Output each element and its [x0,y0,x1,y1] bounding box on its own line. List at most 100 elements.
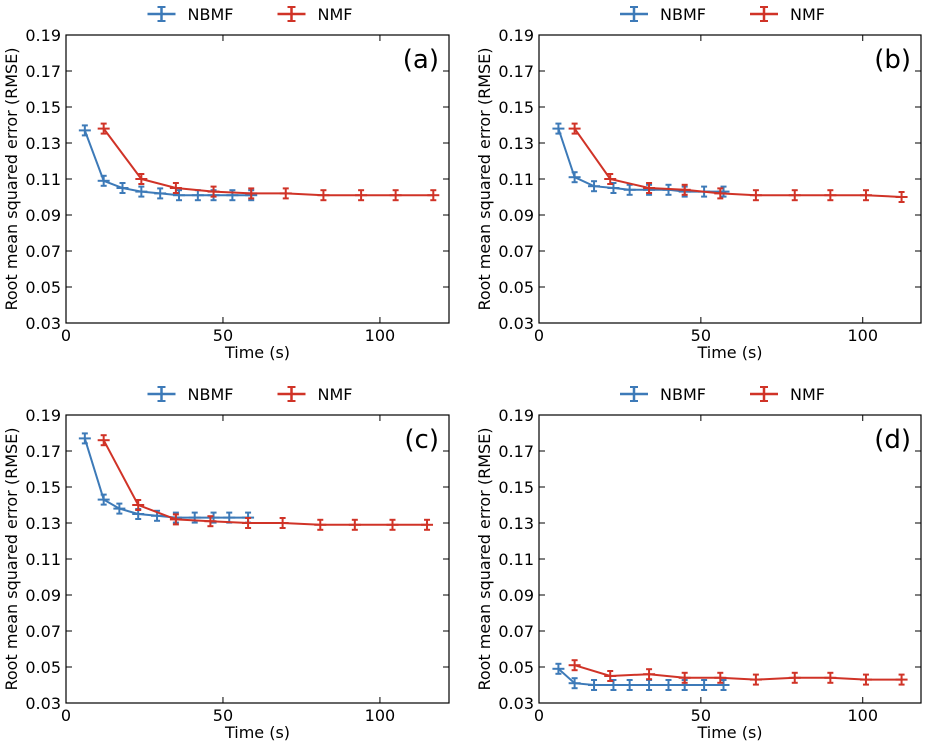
legend-label: NBMF [660,5,706,24]
nmf-point [97,434,110,447]
panel-label: (c) [404,425,439,455]
nmf-point [169,513,182,526]
nmf-point [421,518,434,531]
nmf-point [317,189,330,202]
y-tick-label: 0.17 [498,62,534,81]
x-tick-label: 100 [847,326,878,345]
nmf-point [568,122,581,135]
x-tick-label: 50 [691,326,711,345]
x-tick-label: 0 [534,706,544,725]
nmf-point [386,518,399,531]
nbmf-point [113,502,126,515]
nmf-line [573,128,902,198]
nmf-point [568,659,581,672]
legend-item-nbmf: NBMF [147,5,234,24]
nmf-line [102,128,434,197]
x-tick-label: 0 [534,326,544,345]
y-tick-label: 0.03 [25,314,61,333]
y-tick-label: 0.15 [25,478,61,497]
nbmf-point [623,183,636,196]
plot-frame [65,34,450,324]
panel-label: (a) [403,45,439,75]
legend-label: NBMF [188,5,234,24]
x-tick-label: 50 [691,706,711,725]
legend-label: NBMF [188,385,234,404]
nbmf-point [568,677,581,690]
nbmf-point [588,679,601,691]
legend: NBMF NMF [620,385,825,404]
nmf-point [895,191,908,203]
legend: NBMF NMF [620,5,825,24]
y-tick-label: 0.05 [25,278,61,297]
y-tick-label: 0.05 [498,278,534,297]
y-tick-label: 0.05 [498,658,534,677]
x-axis-label: Time (s) [696,723,762,742]
x-tick-label: 50 [213,706,233,725]
y-tick-label: 0.19 [25,26,61,45]
y-tick-label: 0.17 [25,62,61,81]
legend-item-nmf: NMF [277,385,352,404]
y-tick-label: 0.13 [25,134,61,153]
nmf-point [678,671,691,684]
panel-d: 0.03 0.05 0.07 0.09 0.11 0.13 0.15 0.17 0.19 0 50 1… [475,385,922,742]
y-tick-label: 0.09 [25,206,61,225]
nmf-point [389,189,402,202]
legend-item-nbmf: NBMF [620,385,706,404]
nmf-point [348,518,361,531]
nbmf-point [662,679,675,691]
y-tick-label: 0.03 [25,694,61,713]
nmf-point [788,189,801,202]
y-tick-label: 0.11 [498,170,534,189]
nmf-point [604,670,617,682]
y-tick-label: 0.11 [25,170,61,189]
nbmf-point [191,189,204,202]
nmf-point [824,671,837,684]
nbmf-point [698,679,711,691]
nmf-point [714,187,727,200]
nbmf-point [135,185,148,198]
nbmf-point [97,493,110,506]
nmf-point [604,173,617,185]
y-tick-label: 0.17 [498,442,534,461]
nmf-point [355,189,368,202]
panel-label: (d) [874,425,911,455]
x-tick-label: 100 [365,326,396,345]
nbmf-point [97,174,110,187]
nmf-point [749,673,762,686]
y-axis-label: Root mean squared error (RMSE) [2,427,21,690]
nbmf-line [557,668,724,686]
y-axis-label: Root mean squared error (RMSE) [475,47,494,310]
legend: NBMF NMF [147,5,353,24]
y-axis-label: Root mean squared error (RMSE) [475,427,494,690]
nmf-point [643,182,656,194]
nbmf-point [607,679,620,691]
nmf-point [749,189,762,202]
nmf-point [859,673,872,686]
y-tick-label: 0.11 [25,550,61,569]
nmf-point [788,671,801,684]
legend-item-nmf: NMF [277,5,353,24]
x-tick-label: 0 [61,706,71,725]
y-tick-label: 0.15 [498,98,534,117]
nbmf-point [568,171,581,184]
nmf-point [643,668,656,681]
nbmf-point [78,432,91,445]
plot-frame [65,414,450,704]
x-tick-label: 100 [365,706,396,725]
legend-label: NMF [318,5,353,24]
nmf-point [314,518,327,531]
nbmf-point [154,187,167,200]
nmf-point [824,189,837,202]
legend-item-nbmf: NBMF [147,385,234,404]
x-tick-label: 100 [847,706,878,725]
nmf-point [132,499,145,511]
nmf-point [678,183,691,196]
legend-label: NMF [790,5,825,24]
legend: NBMF NMF [147,385,352,404]
y-tick-label: 0.07 [25,622,61,641]
y-tick-label: 0.09 [498,206,534,225]
panel-c: 0.03 0.05 0.07 0.09 0.11 0.13 0.15 0.17 0.19 0 50 1… [2,385,450,742]
nmf-point [204,515,217,528]
legend-item-nmf: NMF [750,5,825,24]
